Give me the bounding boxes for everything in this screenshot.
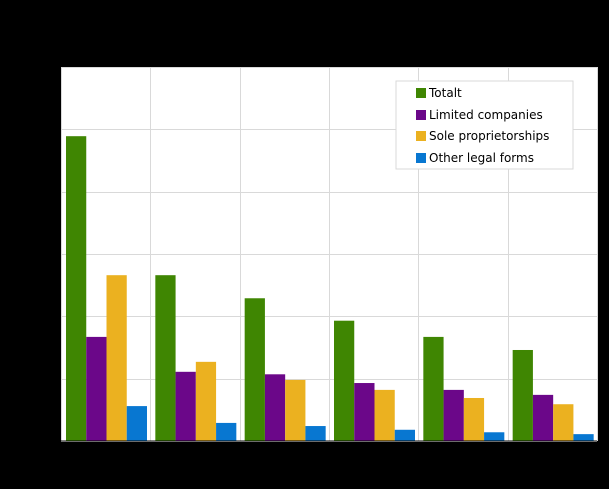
bar-limited-companies — [354, 383, 375, 441]
bar-group — [423, 336, 505, 441]
bar-other-legal-forms — [305, 426, 326, 441]
bar-group — [512, 349, 594, 441]
legend-item-sole-proprietorships: Sole proprietorships — [416, 129, 549, 143]
bar-group — [155, 275, 237, 441]
legend-swatch — [416, 110, 426, 120]
bar-totalt — [512, 349, 533, 441]
legend: Totalt Limited companies Sole proprietor… — [395, 80, 574, 170]
legend-label: Sole proprietorships — [429, 129, 549, 143]
bar-other-legal-forms — [484, 432, 505, 441]
legend-swatch — [416, 153, 426, 163]
legend-swatch — [416, 88, 426, 98]
bar-totalt — [66, 136, 87, 441]
bar-sole-proprietorships — [285, 379, 306, 441]
bar-totalt — [423, 336, 444, 441]
legend-item-other-legal-forms: Other legal forms — [416, 151, 534, 165]
bars — [66, 136, 594, 441]
bar-other-legal-forms — [573, 434, 594, 441]
bar-sole-proprietorships — [106, 275, 127, 441]
bar-limited-companies — [532, 394, 554, 441]
bar-totalt — [244, 298, 265, 441]
bar-group — [66, 136, 147, 441]
legend-label: Other legal forms — [429, 151, 534, 165]
legend-label: Totalt — [428, 86, 462, 100]
bar-sole-proprietorships — [374, 389, 395, 441]
legend-label: Limited companies — [429, 108, 543, 122]
bar-limited-companies — [443, 389, 464, 441]
legend-item-limited-companies: Limited companies — [416, 108, 543, 122]
bar-totalt — [334, 320, 355, 441]
gridlines — [61, 67, 598, 442]
legend-item-totalt: Totalt — [416, 86, 462, 100]
legend-swatch — [416, 131, 426, 141]
bar-limited-companies — [175, 371, 196, 441]
bar-other-legal-forms — [126, 406, 147, 441]
bar-group — [244, 298, 326, 441]
bar-limited-companies — [86, 336, 107, 441]
bar-sole-proprietorships — [463, 397, 485, 441]
bar-sole-proprietorships — [195, 361, 217, 441]
bar-other-legal-forms — [394, 429, 415, 441]
bar-group — [334, 320, 415, 441]
bar-totalt — [155, 275, 176, 441]
bar-sole-proprietorships — [553, 404, 574, 441]
bar-limited-companies — [264, 374, 286, 441]
bar-other-legal-forms — [216, 422, 237, 441]
